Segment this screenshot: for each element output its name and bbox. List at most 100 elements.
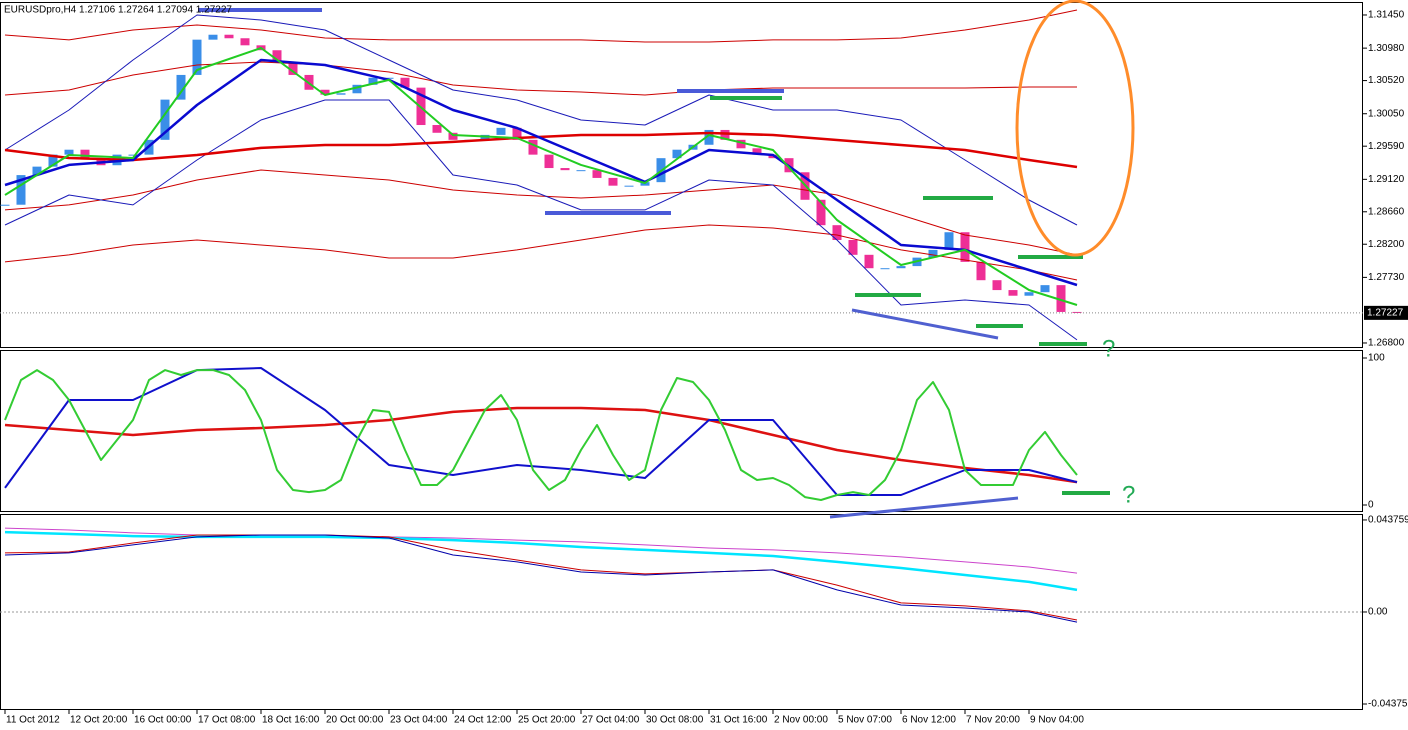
candle [896,266,906,269]
candle [320,89,330,95]
candle [0,204,10,206]
candle [512,127,522,140]
indicator-line [4,14,1078,226]
trend-line [851,308,999,340]
candle [1056,285,1066,312]
indicator-line [4,406,1078,484]
candle [288,62,298,75]
candle [704,129,714,145]
current-price-box [1364,305,1408,320]
highlight-ellipse [1015,0,1135,257]
y-tick-label: 0 [1368,500,1374,511]
candle [720,129,730,140]
indicator-line [4,61,1077,96]
candle [336,93,346,95]
indicator-line [4,58,1078,287]
indicator-line [4,99,1078,341]
x-tick-label: 30 Oct 08:00 [646,715,704,726]
current-price-label: 1.27227 [1367,308,1404,319]
candle [1040,285,1050,293]
candle [192,39,202,75]
drawings [198,0,1135,519]
y-tick-label: 1.31450 [1368,10,1405,21]
y-tick-label: 1.28660 [1368,206,1405,217]
x-tick-label: 23 Oct 04:00 [390,715,448,726]
x-tick-label: 6 Nov 12:00 [902,715,956,726]
candle [560,168,570,171]
candle [224,34,234,39]
candle [848,239,858,255]
x-tick-label: 31 Oct 16:00 [710,715,768,726]
candle [608,177,618,186]
x-tick-label: 16 Oct 00:00 [134,715,192,726]
candle [672,149,682,159]
candle [576,170,586,172]
indicator-line [4,169,1078,256]
y-tick-label: 0.043759 [1368,515,1408,526]
x-tick-label: 18 Oct 16:00 [262,715,320,726]
candle [272,50,282,63]
candle [752,148,762,155]
candle [160,99,170,140]
y-tick-label: 1.26800 [1368,338,1405,349]
x-tick-label: 11 Oct 2012 [6,715,60,726]
candle [592,170,602,178]
indicator-line [4,131,1078,169]
x-tick-label: 20 Oct 00:00 [326,715,384,726]
indicator-line [4,369,1078,501]
candle [496,127,506,135]
x-tick-label: 7 Nov 20:00 [966,715,1020,726]
candle [816,199,826,226]
indicator-line [4,534,1078,623]
indicator-line [4,47,1078,306]
candle [960,232,970,262]
y-tick-label: 1.30980 [1368,43,1405,54]
indicator-line [4,527,1078,574]
x-tick-label: 25 Oct 20:00 [518,715,576,726]
candle [864,254,874,269]
x-tick-label: 24 Oct 12:00 [454,715,512,726]
candle [880,268,890,270]
y-tick-label: -0.04375 [1368,699,1408,710]
candle [128,154,138,156]
question-mark: ? [1122,481,1135,508]
candle [176,74,186,100]
candle [432,125,442,133]
candle [992,280,1002,291]
x-tick-label: 27 Oct 04:00 [582,715,640,726]
candle [1008,290,1018,296]
indicator-line [4,9,1078,43]
x-tick-label: 12 Oct 20:00 [70,715,128,726]
candle [352,84,362,94]
question-mark: ? [1102,335,1115,362]
y-tick-label: 1.30050 [1368,108,1405,119]
candle [928,249,938,258]
chart-title: EURUSDpro,H4 1.27106 1.27264 1.27094 1.2… [4,5,232,16]
candle [64,149,74,155]
candle [736,139,746,149]
candle [448,132,458,140]
candle [624,185,634,187]
plot-layer: 1.31450 1.30980 1.30520 1.30050 1.29590 1.291… [0,9,1408,726]
trend-line [829,496,1019,519]
candle [544,154,554,169]
x-tick-label: 5 Nov 07:00 [838,715,892,726]
main-panel-frame [0,2,1363,348]
y-tick-label: 1.30520 [1368,75,1405,86]
indicator-line [4,367,1078,496]
candle [48,154,58,167]
candle [240,38,250,46]
candle [944,232,954,250]
candle [32,166,42,176]
y-tick-label: 1.28200 [1368,239,1405,250]
candle [368,77,378,85]
y-tick-label: 0.00 [1368,607,1388,618]
candle [1024,292,1034,296]
candle [832,225,842,240]
candle [384,77,394,79]
candle [976,261,986,281]
oscillator-panel-frame [0,350,1363,512]
indicator-line [4,224,1078,281]
